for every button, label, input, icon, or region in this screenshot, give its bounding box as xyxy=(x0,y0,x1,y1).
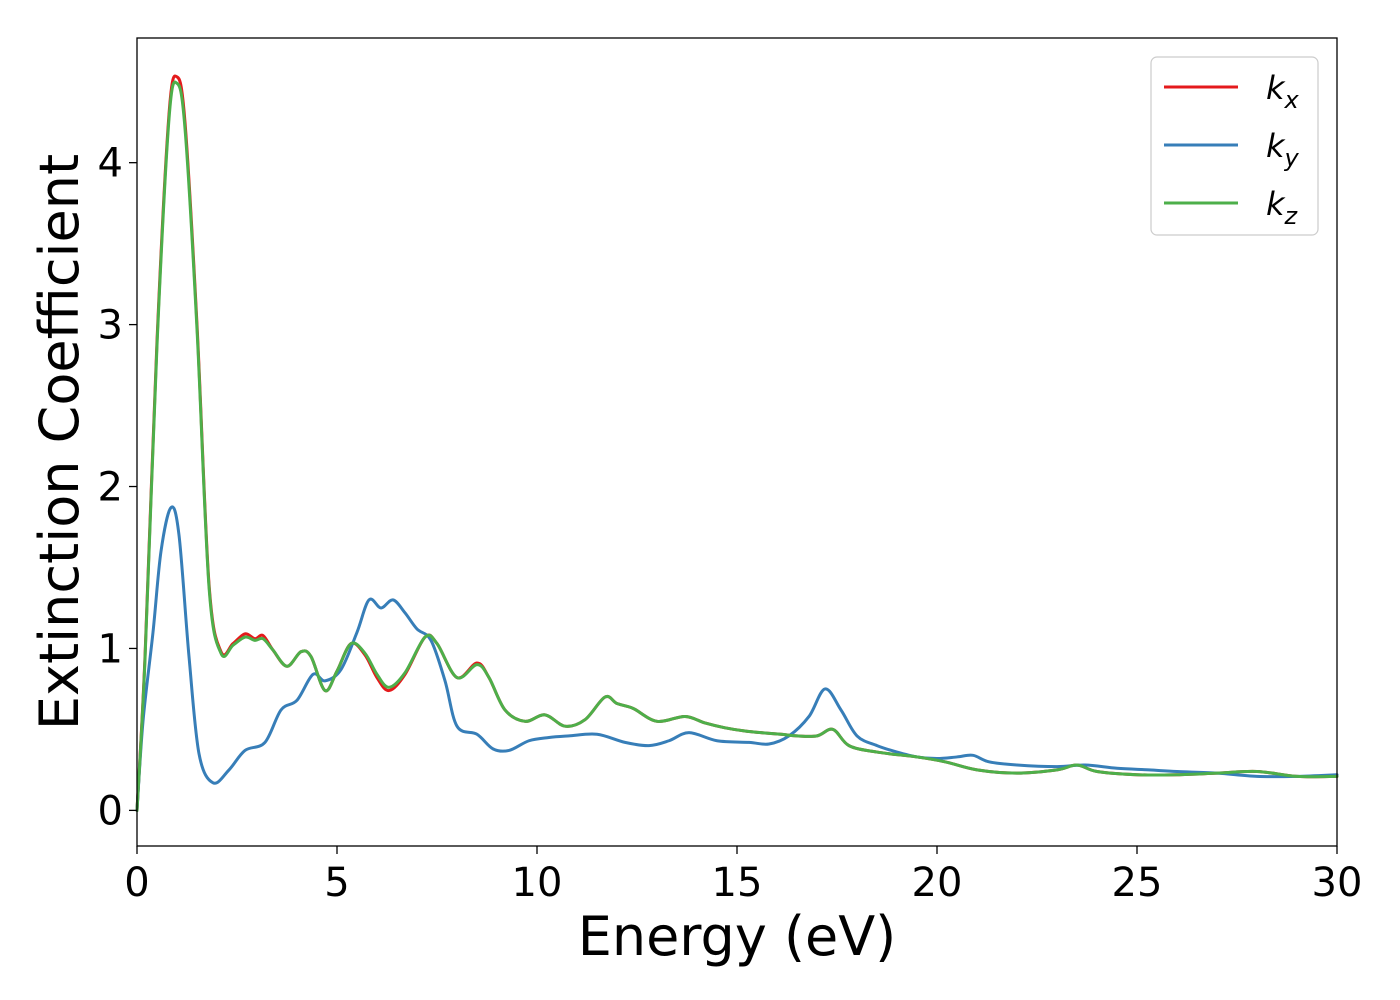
x-tick-label: 0 xyxy=(124,860,149,906)
y-tick-label: 2 xyxy=(98,465,123,511)
series-layer xyxy=(135,74,1339,812)
ticks-layer: 0 5 10 15 20 25 30 0 1 2 3 4 xyxy=(98,141,1363,906)
series-line-kz xyxy=(135,80,1339,812)
x-axis-label: Energy (eV) xyxy=(578,905,897,968)
legend-label-kx: kx xyxy=(1266,69,1300,114)
x-tick-label: 5 xyxy=(324,860,349,906)
y-tick-label: 3 xyxy=(98,303,123,349)
x-tick-label: 25 xyxy=(1112,860,1163,906)
y-tick-label: 4 xyxy=(98,141,123,187)
x-tick-label: 10 xyxy=(512,860,563,906)
y-tick-label: 0 xyxy=(98,788,123,834)
legend: kx ky kz xyxy=(1150,56,1319,236)
y-tick-label: 1 xyxy=(98,626,123,672)
legend-label-kz: kz xyxy=(1266,185,1299,230)
x-tick-label: 15 xyxy=(712,860,763,906)
x-tick-label: 30 xyxy=(1312,860,1363,906)
legend-label-ky: ky xyxy=(1266,127,1300,172)
y-axis-label: Extinction Coefficient xyxy=(28,154,91,730)
x-tick-label: 20 xyxy=(912,860,963,906)
series-line-ky xyxy=(135,505,1339,812)
